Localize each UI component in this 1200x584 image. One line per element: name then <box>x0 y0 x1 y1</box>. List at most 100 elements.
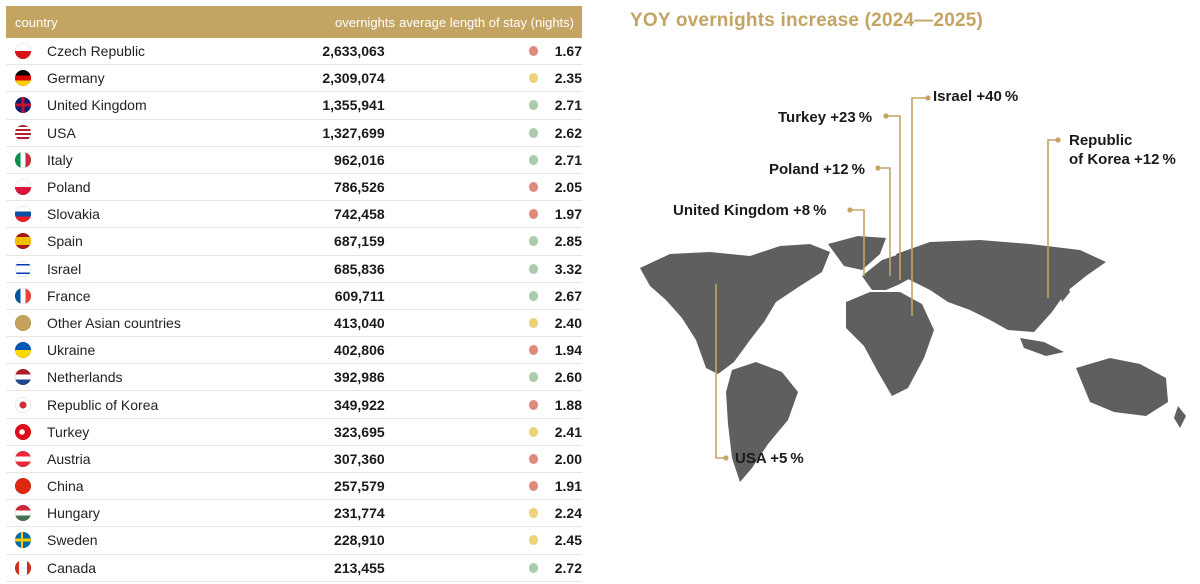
flag-icon <box>15 423 31 440</box>
overnights-value: 402,806 <box>334 342 385 359</box>
overnights-value: 786,526 <box>334 179 385 196</box>
status-dot <box>528 290 538 301</box>
leader-dot-israel <box>925 95 931 101</box>
table-row: Other Asian countries 413,040 2.40 <box>6 310 582 338</box>
table-row: China 257,579 1.91 <box>6 473 582 501</box>
flag-icon <box>15 450 31 467</box>
average-stay-value: 1.88 <box>554 396 582 413</box>
average-stay-value: 2.05 <box>554 179 582 196</box>
country-name: Germany <box>47 70 105 87</box>
overnights-table: country overnights average length of sta… <box>6 6 582 582</box>
overnights-value: 228,910 <box>334 532 385 549</box>
table-row: Sweden 228,910 2.45 <box>6 527 582 555</box>
table-row: Canada 213,455 2.72 <box>6 555 582 582</box>
flag-icon <box>15 43 31 60</box>
leader-uk <box>850 209 865 276</box>
country-name: China <box>47 478 84 495</box>
label-united-kingdom: United Kingdom +8 % <box>673 202 827 219</box>
status-dot <box>528 46 538 57</box>
table-row: Germany 2,309,074 2.35 <box>6 65 582 93</box>
flag-icon <box>15 206 31 223</box>
overnights-value: 349,922 <box>334 396 385 413</box>
flag-icon <box>15 233 31 250</box>
average-stay-value: 2.67 <box>554 287 582 304</box>
header-average-stay: average length of stay (nights) <box>399 14 574 30</box>
average-stay-value: 2.71 <box>554 151 582 168</box>
flag-icon <box>15 342 31 359</box>
status-dot <box>528 535 538 546</box>
status-dot <box>528 209 538 220</box>
table-row: Czech Republic 2,633,063 1.67 <box>6 38 582 66</box>
table-row: Netherlands 392,986 2.60 <box>6 364 582 392</box>
overnights-value: 2,633,063 <box>322 43 385 60</box>
leader-usa <box>715 284 726 459</box>
flag-icon <box>15 70 31 87</box>
country-name: Hungary <box>47 505 100 522</box>
average-stay-value: 2.85 <box>554 233 582 250</box>
average-stay-value: 2.41 <box>554 423 582 440</box>
overnights-value: 2,309,074 <box>322 70 385 87</box>
overnights-value: 413,040 <box>334 314 385 331</box>
leader-dot-usa <box>723 455 729 461</box>
country-name: Czech Republic <box>47 43 146 60</box>
flag-icon <box>15 151 31 168</box>
map-title: YOY overnights increase (2024—2025) <box>630 10 984 31</box>
status-dot <box>528 562 538 573</box>
leader-dot-poland <box>875 165 881 171</box>
overnights-value: 1,327,699 <box>322 124 385 141</box>
country-name: Republic of Korea <box>47 396 159 413</box>
table-row: Republic of Korea 349,922 1.88 <box>6 391 582 419</box>
overnights-value: 307,360 <box>334 450 385 467</box>
table-row: Austria 307,360 2.00 <box>6 446 582 473</box>
label-korea-line1: Republic <box>1069 132 1133 149</box>
average-stay-value: 2.72 <box>554 559 582 576</box>
leader-dot-turkey <box>883 113 889 119</box>
status-dot <box>528 399 538 410</box>
flag-icon <box>15 505 31 522</box>
flag-icon <box>15 396 31 413</box>
country-name: Ukraine <box>47 342 96 359</box>
status-dot <box>528 236 538 247</box>
world-landmass <box>640 236 1186 482</box>
flag-icon <box>15 179 31 196</box>
flag-icon <box>15 97 31 114</box>
status-dot <box>528 426 538 437</box>
average-stay-value: 1.91 <box>554 478 582 495</box>
leader-israel <box>911 97 928 316</box>
flag-icon <box>15 559 31 576</box>
country-name: Sweden <box>47 532 98 549</box>
label-poland: Poland +12 % <box>769 161 865 178</box>
table-row: Slovakia 742,458 1.97 <box>6 201 582 229</box>
header-country: country <box>15 14 58 30</box>
average-stay-value: 1.97 <box>554 206 582 223</box>
country-name: Other Asian countries <box>47 314 181 331</box>
country-name: United Kingdom <box>47 97 147 114</box>
average-stay-value: 2.45 <box>554 532 582 549</box>
leader-poland <box>878 167 891 276</box>
overnights-value: 213,455 <box>334 559 385 576</box>
status-dot <box>528 100 538 111</box>
flag-icon <box>15 532 31 549</box>
table-row: USA 1,327,699 2.62 <box>6 120 582 147</box>
label-usa: USA +5 % <box>735 450 804 467</box>
world-map <box>640 95 1186 482</box>
table-row: Israel 685,836 3.32 <box>6 256 582 283</box>
table-row: Turkey 323,695 2.41 <box>6 419 582 446</box>
average-stay-value: 2.40 <box>554 314 582 331</box>
status-dot <box>528 127 538 138</box>
average-stay-value: 2.00 <box>554 450 582 467</box>
average-stay-value: 2.62 <box>554 124 582 141</box>
status-dot <box>528 263 538 274</box>
status-dot <box>528 481 538 492</box>
flag-icon <box>15 124 31 141</box>
table-header: country overnights average length of sta… <box>6 6 582 38</box>
flag-icon <box>15 314 31 331</box>
flag-icon <box>15 287 31 304</box>
country-name: Canada <box>47 559 97 576</box>
country-name: Slovakia <box>47 206 100 223</box>
overnights-value: 687,159 <box>334 233 385 250</box>
overnights-value: 1,355,941 <box>322 97 385 114</box>
country-name: Spain <box>47 233 83 250</box>
table-row: Spain 687,159 2.85 <box>6 228 582 256</box>
table-body: Czech Republic 2,633,063 1.67 Germany 2,309,… <box>6 38 582 582</box>
